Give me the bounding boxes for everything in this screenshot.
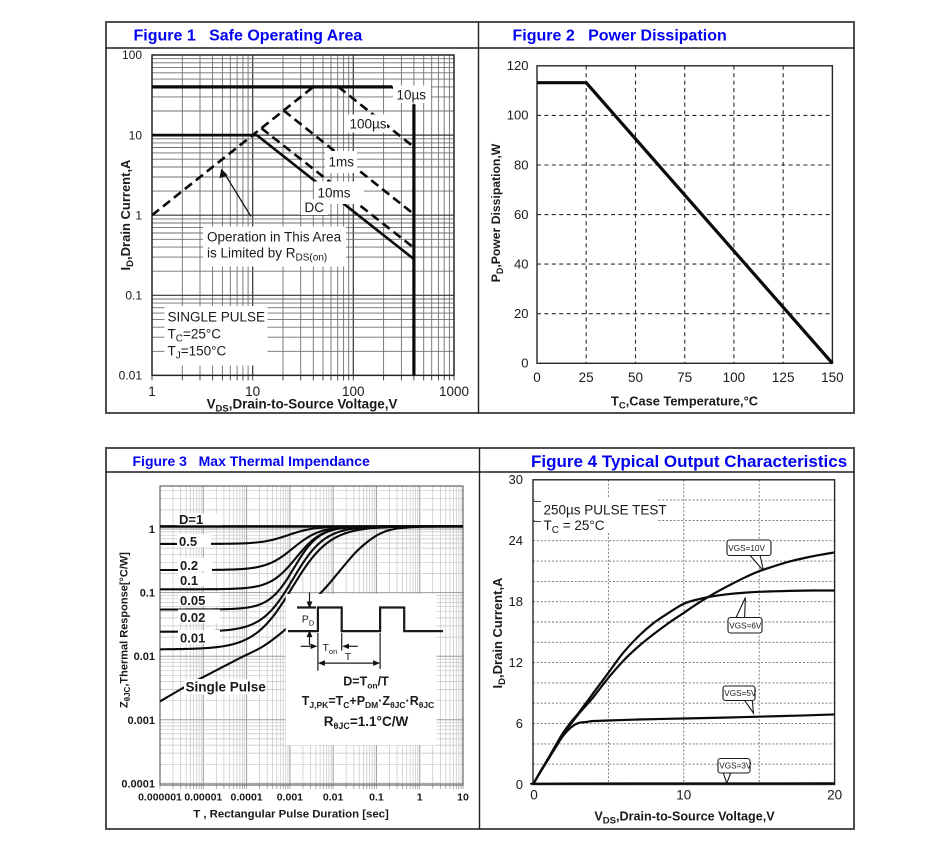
svg-text:1: 1 <box>417 792 423 804</box>
svg-text:DC: DC <box>305 200 325 215</box>
svg-text:25: 25 <box>579 370 594 385</box>
svg-text:30: 30 <box>509 472 523 487</box>
svg-text:0.0001: 0.0001 <box>121 778 155 790</box>
svg-text:20: 20 <box>514 306 528 321</box>
svg-text:0.01: 0.01 <box>323 792 344 804</box>
svg-text:0.01: 0.01 <box>134 651 155 663</box>
svg-text:0.05: 0.05 <box>180 593 205 608</box>
svg-text:VDS,Drain-to-Source Voltage,V: VDS,Drain-to-Source Voltage,V <box>207 397 398 415</box>
svg-text:40: 40 <box>514 256 528 271</box>
svg-text:0.001: 0.001 <box>127 715 155 727</box>
svg-text:TC = 25°C: TC = 25°C <box>544 518 605 536</box>
svg-text:20: 20 <box>827 788 842 803</box>
svg-text:ZθJC,Thermal Response[°C/W]: ZθJC,Thermal Response[°C/W] <box>119 552 133 708</box>
svg-text:100: 100 <box>507 108 529 123</box>
svg-text:1: 1 <box>149 524 155 536</box>
svg-text:150: 150 <box>821 370 844 385</box>
svg-text:100: 100 <box>342 384 365 399</box>
svg-text:1000: 1000 <box>439 384 469 399</box>
svg-text:SINGLE PULSE: SINGLE PULSE <box>168 310 266 325</box>
svg-text:Operation in This Area: Operation in This Area <box>207 230 342 245</box>
svg-text:0.01: 0.01 <box>180 631 205 646</box>
svg-text:D=Ton/T: D=Ton/T <box>343 675 389 691</box>
svg-text:TC,Case Temperature,°C: TC,Case Temperature,°C <box>611 394 758 412</box>
svg-text:0.01: 0.01 <box>119 369 143 383</box>
svg-text:250µs PULSE TEST: 250µs PULSE TEST <box>544 503 667 518</box>
svg-text:50: 50 <box>628 370 643 385</box>
svg-text:ID,Drain Current,A: ID,Drain Current,A <box>490 577 508 689</box>
svg-text:80: 80 <box>514 157 528 172</box>
svg-text:T: T <box>345 651 352 663</box>
svg-text:1: 1 <box>148 384 156 399</box>
svg-text:10: 10 <box>129 128 143 142</box>
svg-text:125: 125 <box>772 370 795 385</box>
svg-text:Figure 2 Power Dissipation: Figure 2 Power Dissipation <box>513 28 727 45</box>
svg-text:0.00001: 0.00001 <box>184 792 222 804</box>
svg-text:Figure 3 Max Thermal Impenda: Figure 3 Max Thermal Impendance <box>133 453 371 469</box>
svg-text:0.5: 0.5 <box>179 534 197 549</box>
svg-text:VGS=3V: VGS=3V <box>719 762 752 771</box>
svg-text:VGS=6V: VGS=6V <box>729 622 762 631</box>
svg-text:6: 6 <box>516 716 523 731</box>
svg-text:0.0001: 0.0001 <box>231 792 263 804</box>
svg-text:100: 100 <box>122 48 142 62</box>
svg-text:Single Pulse: Single Pulse <box>186 680 267 695</box>
svg-text:0: 0 <box>516 777 523 792</box>
svg-text:10: 10 <box>676 788 691 803</box>
svg-text:Figure 1 Safe Operating Area: Figure 1 Safe Operating Area <box>134 28 363 45</box>
svg-text:18: 18 <box>509 594 523 609</box>
svg-text:100µs: 100µs <box>350 117 387 132</box>
svg-text:24: 24 <box>509 533 523 548</box>
svg-text:60: 60 <box>514 207 528 222</box>
svg-text:T , Rectangular Pulse Duration: T , Rectangular Pulse Duration [sec] <box>193 809 389 821</box>
svg-text:0: 0 <box>521 356 528 371</box>
svg-text:PD,Power Dissipation,W: PD,Power Dissipation,W <box>489 143 505 282</box>
svg-text:1: 1 <box>135 208 142 222</box>
svg-text:10: 10 <box>457 792 469 804</box>
svg-text:12: 12 <box>509 655 523 670</box>
svg-text:120: 120 <box>507 58 529 73</box>
svg-text:0.1: 0.1 <box>140 588 155 600</box>
svg-text:VGS=5V: VGS=5V <box>724 689 757 698</box>
svg-text:100: 100 <box>723 370 746 385</box>
svg-text:10µs: 10µs <box>397 88 427 103</box>
svg-text:0.1: 0.1 <box>180 573 198 588</box>
svg-text:ID,Drain Current,A: ID,Drain Current,A <box>118 159 136 271</box>
svg-text:D=1: D=1 <box>179 512 203 527</box>
svg-text:10: 10 <box>245 384 260 399</box>
svg-text:0.001: 0.001 <box>277 792 303 804</box>
svg-text:0: 0 <box>530 788 538 803</box>
svg-text:VDS,Drain-to-Source Voltage,V: VDS,Drain-to-Source Voltage,V <box>594 810 775 827</box>
svg-text:75: 75 <box>677 370 692 385</box>
svg-text:0.2: 0.2 <box>180 558 198 573</box>
svg-text:VGS=10V: VGS=10V <box>728 544 765 553</box>
svg-text:0.02: 0.02 <box>180 610 205 625</box>
svg-text:0.000001: 0.000001 <box>138 792 182 804</box>
svg-text:Figure 4 Typical Output Charac: Figure 4 Typical Output Characteristics <box>531 452 847 471</box>
svg-text:TJ=150°C: TJ=150°C <box>168 344 227 362</box>
svg-text:0: 0 <box>533 370 541 385</box>
svg-text:0.1: 0.1 <box>125 289 142 303</box>
svg-text:1ms: 1ms <box>329 155 355 170</box>
svg-text:0.1: 0.1 <box>369 792 384 804</box>
svg-text:10ms: 10ms <box>318 186 351 201</box>
